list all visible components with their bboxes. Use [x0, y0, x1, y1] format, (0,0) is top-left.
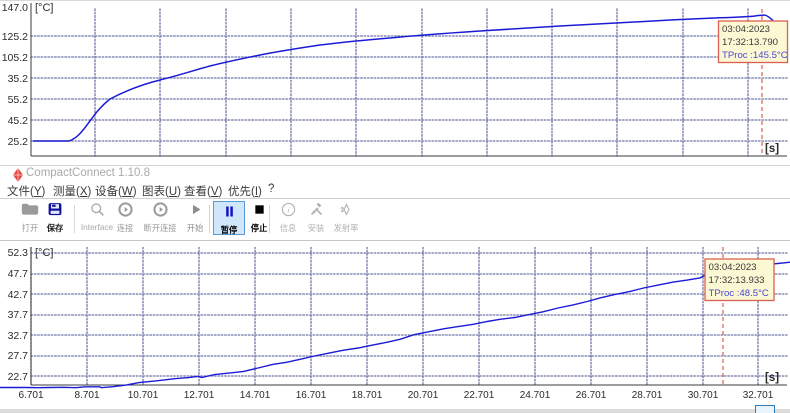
svg-text:TProc :145.5°C: TProc :145.5°C — [722, 50, 788, 61]
svg-text:22.7: 22.7 — [8, 371, 29, 383]
svg-text:TProc :48.5°C: TProc :48.5°C — [709, 288, 769, 299]
svg-text:24.701: 24.701 — [520, 390, 551, 401]
svg-text:25.2: 25.2 — [8, 136, 29, 148]
svg-text:[°C]: [°C] — [35, 247, 53, 259]
svg-text:32.701: 32.701 — [743, 390, 774, 401]
svg-text:6.701: 6.701 — [18, 390, 43, 401]
svg-text:37.7: 37.7 — [8, 309, 29, 321]
svg-text:28.701: 28.701 — [632, 390, 663, 401]
svg-text:16.701: 16.701 — [296, 390, 327, 401]
svg-text:22.701: 22.701 — [464, 390, 495, 401]
svg-text:147.0: 147.0 — [2, 2, 28, 14]
svg-text:32.7: 32.7 — [8, 330, 29, 342]
svg-text:18.701: 18.701 — [352, 390, 383, 401]
svg-text:20.701: 20.701 — [408, 390, 439, 401]
svg-text:[°C]: [°C] — [35, 2, 53, 14]
svg-text:52.3: 52.3 — [8, 247, 29, 259]
svg-text:35.2: 35.2 — [8, 73, 29, 85]
svg-text:27.7: 27.7 — [8, 350, 29, 362]
svg-text:14.701: 14.701 — [240, 390, 271, 401]
svg-text:10.701: 10.701 — [128, 390, 159, 401]
svg-text:i: i — [287, 205, 289, 214]
svg-text:55.2: 55.2 — [8, 94, 29, 106]
svg-text:17:32:13.933: 17:32:13.933 — [709, 275, 765, 286]
svg-text:45.2: 45.2 — [8, 115, 29, 127]
svg-text:[s]: [s] — [765, 143, 779, 155]
svg-text:47.7: 47.7 — [8, 268, 29, 280]
svg-text:42.7: 42.7 — [8, 289, 29, 301]
svg-text:26.701: 26.701 — [576, 390, 607, 401]
svg-text:12.701: 12.701 — [184, 390, 215, 401]
svg-text:[s]: [s] — [765, 372, 779, 384]
svg-text:30.701: 30.701 — [688, 390, 719, 401]
svg-text:17:32:13.790: 17:32:13.790 — [722, 37, 778, 48]
svg-text:03:04:2023: 03:04:2023 — [722, 24, 770, 35]
svg-text:125.2: 125.2 — [2, 31, 28, 43]
svg-text:03:04:2023: 03:04:2023 — [709, 262, 757, 273]
svg-text:105.2: 105.2 — [2, 52, 28, 64]
svg-text:8.701: 8.701 — [74, 390, 99, 401]
